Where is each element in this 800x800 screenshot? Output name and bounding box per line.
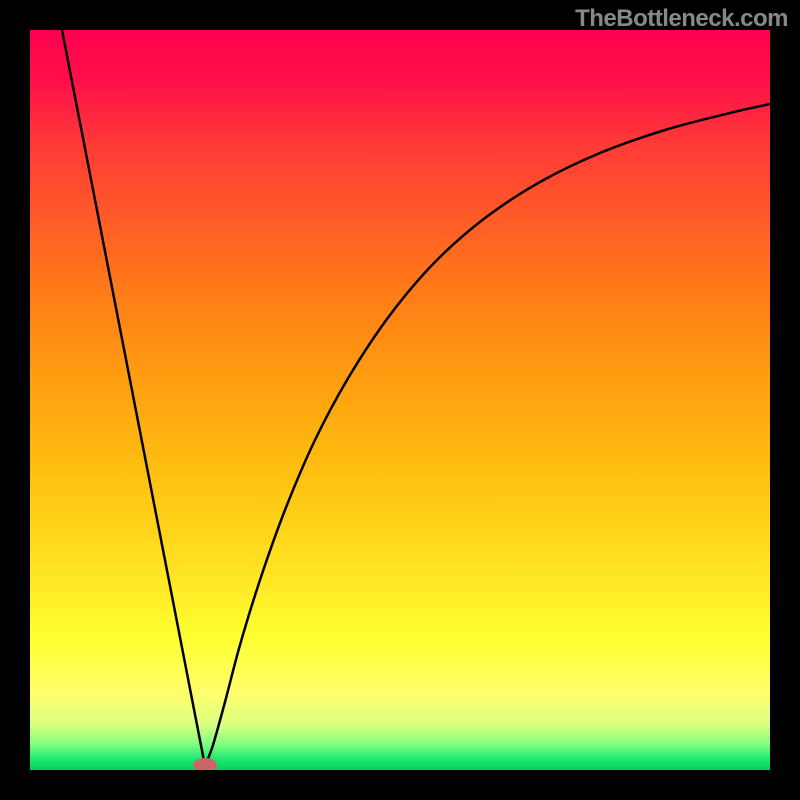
optimal-point-marker xyxy=(193,758,217,772)
chart-container: TheBottleneck.com xyxy=(0,0,800,800)
watermark-text: TheBottleneck.com xyxy=(575,5,788,33)
bottleneck-chart xyxy=(0,0,800,800)
chart-background-gradient xyxy=(30,30,770,770)
